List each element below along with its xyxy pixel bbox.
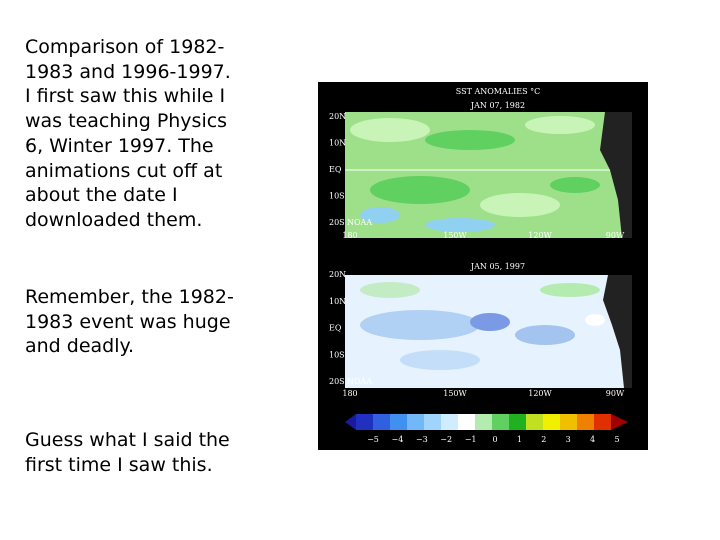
colorbar-label: 2 [541, 435, 546, 444]
text-line: I first saw this while I [25, 85, 226, 108]
colorbar [345, 414, 628, 430]
map-1997 [345, 275, 632, 388]
text-line: animations cut off at [25, 159, 223, 182]
text-line: downloaded them. [25, 208, 203, 231]
colorbar-label: −5 [367, 435, 379, 444]
colorbar-label: −1 [465, 435, 477, 444]
paragraph: Guess what I said the first time I saw th… [25, 428, 230, 477]
lat-label: 10N [329, 139, 346, 148]
lon-label: 120W [528, 389, 552, 398]
text-line: and deadly. [25, 335, 135, 358]
lat-label: 10S [329, 350, 345, 359]
panel-date: JAN 07, 1982 [470, 101, 525, 110]
lon-label: 90W [606, 231, 625, 240]
text-line: Guess what I said the [25, 429, 230, 451]
panel-date: JAN 05, 1997 [470, 262, 525, 271]
lat-label: EQ [329, 324, 342, 333]
lon-label: 150W [443, 231, 467, 240]
colorbar-label: 4 [590, 435, 595, 444]
lat-label: 20N [329, 112, 346, 121]
lat-label: 20N [329, 270, 346, 279]
lon-label: 180 [342, 231, 357, 240]
colorbar-label: −4 [392, 435, 404, 444]
lon-label: 90W [606, 389, 625, 398]
paragraph: Comparison of 1982- 1983 and 1996-1997. I … [25, 35, 231, 233]
text-line: 1983 event was huge [25, 310, 231, 333]
text-line: Comparison of 1982- [25, 36, 225, 58]
credit: NOAA [347, 218, 372, 227]
lat-label: 10S [329, 192, 345, 201]
lon-label: 150W [443, 389, 467, 398]
text-line: first time I saw this. [25, 453, 213, 476]
text-line: 6, Winter 1997. The [25, 134, 214, 157]
text-line: Remember, the 1982- [25, 286, 234, 308]
colorbar-label: −3 [416, 435, 428, 444]
colorbar-label: 5 [614, 435, 619, 444]
text-line: about the date I [25, 184, 178, 207]
paragraph: Remember, the 1982- 1983 event was huge an… [25, 285, 234, 359]
lat-label: 10N [329, 297, 346, 306]
colorbar-label: 1 [517, 435, 522, 444]
lat-label: 20S [329, 218, 345, 227]
credit: NOAA [347, 377, 372, 386]
text-line: was teaching Physics [25, 110, 228, 133]
lon-label: 120W [528, 231, 552, 240]
lat-label: 20S [329, 377, 345, 386]
colorbar-label: 0 [492, 435, 497, 444]
figure-title: SST ANOMALIES °C [456, 87, 540, 96]
lon-label: 180 [342, 389, 357, 398]
colorbar-label: −2 [440, 435, 452, 444]
colorbar-label: 3 [566, 435, 571, 444]
map-1982 [345, 112, 632, 238]
lat-label: EQ [329, 165, 342, 174]
text-line: 1983 and 1996-1997. [25, 60, 231, 83]
